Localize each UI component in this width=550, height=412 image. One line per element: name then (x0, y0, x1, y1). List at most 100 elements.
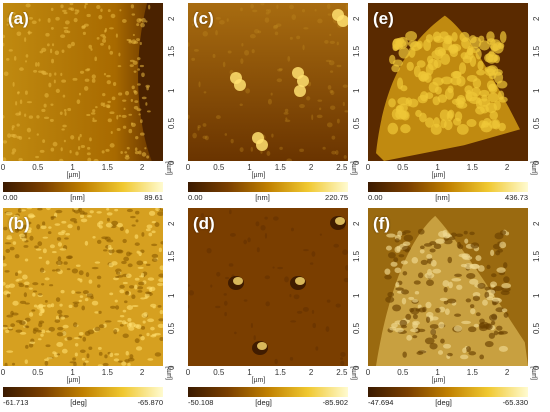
color-scale-bar (3, 182, 163, 192)
x-tick-label: 1 (70, 368, 75, 377)
x-tick-label: 1.5 (274, 368, 286, 377)
x-tick-label: 0.5 (213, 368, 225, 377)
y-axis-unit: [µm] (166, 161, 173, 175)
y-axis: 0 0.5 1 1.5 2 [µm] (350, 208, 364, 380)
color-scale-labels: -50.108 [deg] -85.902 (188, 398, 348, 408)
afm-image-texture (3, 3, 163, 161)
color-scale-bar (368, 387, 528, 397)
panel-label: (a) (8, 9, 29, 28)
x-axis: 0 0.5 1 1.5 2 [µm] (1, 368, 163, 386)
color-scale-labels: 0.00 [nm] 89.61 (3, 193, 163, 203)
y-tick-label: 1.5 (532, 46, 541, 58)
color-scale-bar (188, 182, 348, 192)
x-tick-label: 0.5 (397, 368, 409, 377)
x-tick-label: 2 (139, 368, 145, 377)
color-scale-min: 0.00 (368, 193, 383, 202)
color-scale-max: -65.330 (502, 398, 528, 407)
panel-label: (b) (8, 214, 30, 233)
x-tick-label: 2 (504, 163, 510, 172)
y-tick-label: 1 (352, 293, 361, 299)
x-tick-label: 1.5 (274, 163, 286, 172)
x-axis-unit: [µm] (431, 172, 446, 179)
y-tick-label: 2 (167, 16, 176, 22)
y-axis-unit: [µm] (531, 161, 538, 175)
y-tick-label: 0.5 (352, 322, 361, 335)
x-tick-label: 1 (70, 163, 75, 172)
afm-image-texture (368, 208, 528, 366)
x-axis-unit: [µm] (66, 172, 81, 179)
x-tick-label: 0.5 (32, 163, 44, 172)
afm-image-a: (a) (3, 3, 163, 161)
color-scale-min: -47.694 (368, 398, 394, 407)
x-tick-label: 0 (185, 368, 191, 377)
color-scale-labels: -61.713 [deg] -65.870 (3, 398, 163, 408)
x-tick-label: 2 (308, 368, 314, 377)
x-tick-label: 1.5 (101, 163, 113, 172)
color-scale-labels: -47.694 [deg] -65.330 (368, 398, 528, 408)
color-scale-bar (368, 182, 528, 192)
x-axis-unit: [µm] (66, 377, 81, 384)
color-scale-unit: [deg] (70, 398, 87, 407)
y-tick-label: 0.5 (532, 117, 541, 130)
color-scale-max: 220.75 (325, 193, 348, 202)
x-tick-label: 0.5 (397, 163, 409, 172)
x-tick-label: 2 (308, 163, 314, 172)
color-scale-bar (3, 387, 163, 397)
x-tick-label: 0.5 (213, 163, 225, 172)
color-scale-unit: [nm] (255, 193, 270, 202)
x-tick-label: 0 (185, 163, 191, 172)
color-scale-max: 436.73 (505, 193, 528, 202)
y-axis: 0 0.5 1 1.5 2 [µm] (165, 3, 179, 175)
y-tick-label: 1.5 (352, 251, 361, 263)
color-scale-labels: 0.00 [nm] 436.73 (368, 193, 528, 203)
y-tick-label: 2 (352, 221, 361, 227)
x-tick-label: 2 (504, 368, 510, 377)
color-scale-bar (188, 387, 348, 397)
color-scale-max: -85.902 (322, 398, 348, 407)
x-axis-unit: [µm] (431, 377, 446, 384)
y-tick-label: 0.5 (532, 322, 541, 335)
x-axis-unit: [µm] (251, 377, 266, 384)
y-axis: 0 0.5 1 1.5 2 [µm] (350, 3, 364, 175)
y-tick-label: 1.5 (167, 46, 176, 58)
color-scale-labels: 0.00 [nm] 220.75 (188, 193, 348, 203)
x-tick-label: 2.5 (336, 163, 348, 172)
x-tick-label: 1 (435, 368, 440, 377)
color-scale-min: -50.108 (188, 398, 214, 407)
y-tick-label: 2 (532, 16, 541, 22)
x-tick-label: 1.5 (466, 163, 478, 172)
panel-label: (f) (373, 214, 390, 233)
y-tick-label: 1.5 (352, 46, 361, 58)
color-scale-unit: [nm] (435, 193, 450, 202)
y-tick-label: 1 (167, 88, 176, 94)
color-scale-min: 0.00 (3, 193, 18, 202)
x-axis: 0 0.5 1 1.5 2 2.5 [µm] (185, 163, 348, 181)
y-tick-label: 0.5 (167, 322, 176, 335)
x-axis-unit: [µm] (251, 172, 266, 179)
y-axis-unit: [µm] (166, 366, 173, 380)
color-scale-unit: [nm] (70, 193, 85, 202)
x-axis: 0 0.5 1 1.5 2 [µm] (366, 163, 528, 181)
y-tick-label: 2 (352, 16, 361, 22)
x-tick-label: 2 (139, 163, 145, 172)
afm-image-d: (d) (188, 208, 348, 366)
y-axis: 0 0.5 1 1.5 2 [µm] (165, 208, 179, 380)
x-tick-label: 1 (247, 163, 252, 172)
x-tick-label: 2.5 (336, 368, 348, 377)
y-tick-label: 1.5 (532, 251, 541, 263)
y-tick-label: 2 (167, 221, 176, 227)
x-tick-label: 1.5 (466, 368, 478, 377)
y-tick-label: 1.5 (167, 251, 176, 263)
color-scale-max: -65.870 (137, 398, 163, 407)
color-scale-unit: [deg] (435, 398, 452, 407)
color-scale-min: 0.00 (188, 193, 203, 202)
x-axis: 0 0.5 1 1.5 2 [µm] (1, 163, 163, 181)
y-tick-label: 1 (532, 88, 541, 94)
afm-image-c: (c) (188, 3, 348, 161)
color-scale-max: 89.61 (144, 193, 163, 202)
x-tick-label: 0 (365, 368, 371, 377)
y-axis-unit: [µm] (351, 161, 358, 175)
color-scale-unit: [deg] (255, 398, 272, 407)
panel-label: (e) (373, 9, 394, 28)
x-tick-label: 1 (435, 163, 440, 172)
